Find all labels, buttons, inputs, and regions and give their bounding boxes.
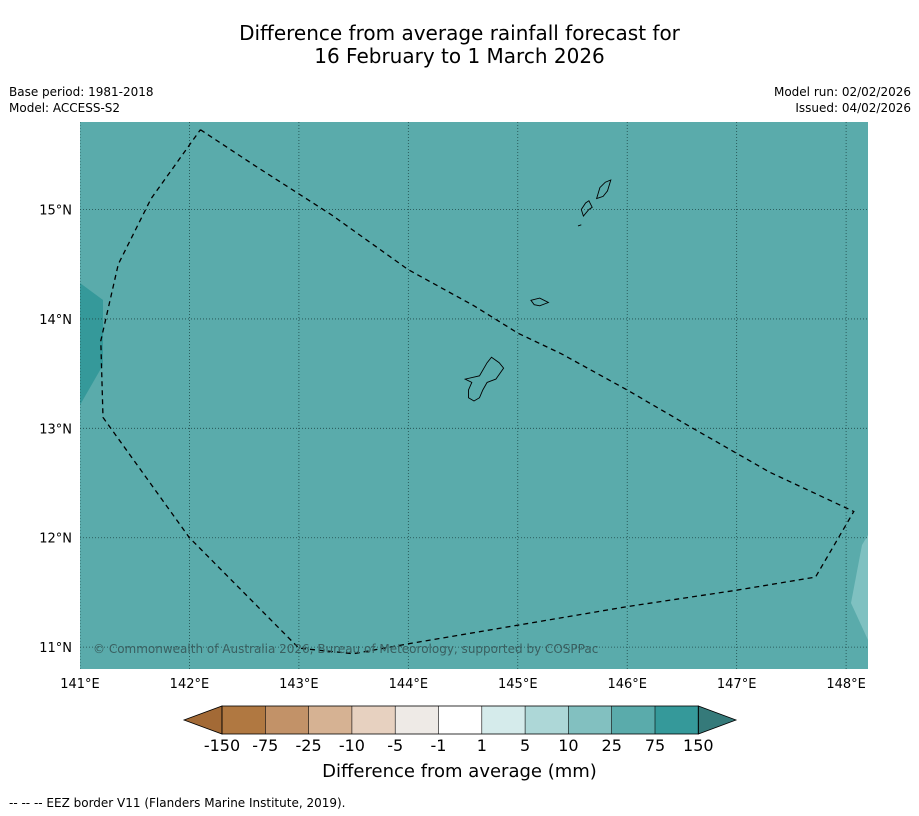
colorbar-segment <box>568 706 612 734</box>
model-run: Model run: 02/02/2026 <box>773 85 911 99</box>
longitude-labels: 141°E 142°E 143°E 144°E 145°E 146°E 147°E 148°E <box>60 677 866 692</box>
lat-tick-label: 13°N <box>39 422 72 437</box>
lon-tick-label: 144°E <box>389 677 429 692</box>
island-outline <box>530 297 550 307</box>
gridlines <box>80 122 868 669</box>
colorbar-segment <box>481 706 526 734</box>
lat-tick-label: 11°N <box>39 641 72 656</box>
wetter-anomaly-region <box>80 283 103 405</box>
copyright-notice: © Commonwealth of Australia 2026, Bureau… <box>93 642 598 656</box>
colorbar-title: Difference from average (mm) <box>322 761 597 782</box>
colorbar-tick-label: -25 <box>296 736 322 755</box>
meta-right: Model run: 02/02/2026 Issued: 04/02/2026 <box>774 84 911 116</box>
island-outline <box>580 200 593 218</box>
island-outline <box>577 224 582 227</box>
colorbar-segment <box>308 706 352 734</box>
colorbar-segment <box>655 706 699 734</box>
lon-tick-label: 148°E <box>826 677 866 692</box>
colorbar-tick-label: -150 <box>204 736 240 755</box>
title-line-2: 16 February to 1 March 2026 <box>314 44 605 68</box>
colorbar-tick-label: 10 <box>558 736 578 755</box>
colorbar-tick-label: 75 <box>645 736 665 755</box>
colorbar-segment <box>395 706 439 734</box>
model-name: Model: ACCESS-S2 <box>9 101 121 115</box>
lon-tick-label: 146°E <box>607 677 647 692</box>
colorbar-tick-label: 150 <box>683 736 714 755</box>
issued-date: Issued: 04/02/2026 <box>795 101 911 115</box>
eez-border <box>100 129 855 655</box>
colorbar-tick-label: -1 <box>431 736 447 755</box>
colorbar-segment <box>438 706 482 734</box>
colorbar-segment <box>222 706 266 734</box>
latitude-labels: 15°N 14°N 13°N 12°N 11°N <box>39 204 72 657</box>
colorbar-tick-label: -5 <box>387 736 403 755</box>
lat-tick-label: 12°N <box>39 532 72 547</box>
colorbar-tick-label: -75 <box>252 736 278 755</box>
lon-tick-label: 142°E <box>170 677 210 692</box>
lon-tick-label: 147°E <box>717 677 757 692</box>
lat-tick-label: 15°N <box>39 204 72 219</box>
map-figure: © Commonwealth of Australia 2026, Bureau… <box>39 122 868 755</box>
lat-tick-label: 14°N <box>39 313 72 328</box>
lon-tick-label: 143°E <box>279 677 319 692</box>
islands <box>463 179 612 402</box>
colorbar-tick-label: 25 <box>602 736 622 755</box>
chart-title: Difference from average rainfall forecas… <box>0 22 919 68</box>
colorbar-tick-label: -10 <box>339 736 365 755</box>
title-line-1: Difference from average rainfall forecas… <box>239 21 680 45</box>
colorbar-segment <box>265 706 309 734</box>
colorbar-segment <box>351 706 396 734</box>
colorbar-tick-label: 1 <box>477 736 487 755</box>
island-outline <box>595 179 612 200</box>
colorbar-segment <box>525 706 569 734</box>
colorbar-low-extend <box>182 705 223 735</box>
lighter-anomaly-region <box>851 535 868 640</box>
map-area: © Commonwealth of Australia 2026, Bureau… <box>80 122 868 669</box>
map-background <box>80 122 868 669</box>
island-outline <box>463 356 505 402</box>
colorbar: -150 -75 -25 -10 -5 -1 1 5 10 25 75 150 <box>182 705 738 755</box>
colorbar-tick-label: 5 <box>520 736 530 755</box>
colorbar-segment <box>611 706 655 734</box>
lon-tick-label: 145°E <box>498 677 538 692</box>
eez-legend: -- -- -- EEZ border V11 (Flanders Marine… <box>9 796 346 810</box>
meta-left: Base period: 1981-2018 Model: ACCESS-S2 <box>9 84 154 116</box>
colorbar-high-extend <box>697 705 738 735</box>
lon-tick-label: 141°E <box>60 677 100 692</box>
base-period: Base period: 1981-2018 <box>9 85 154 99</box>
